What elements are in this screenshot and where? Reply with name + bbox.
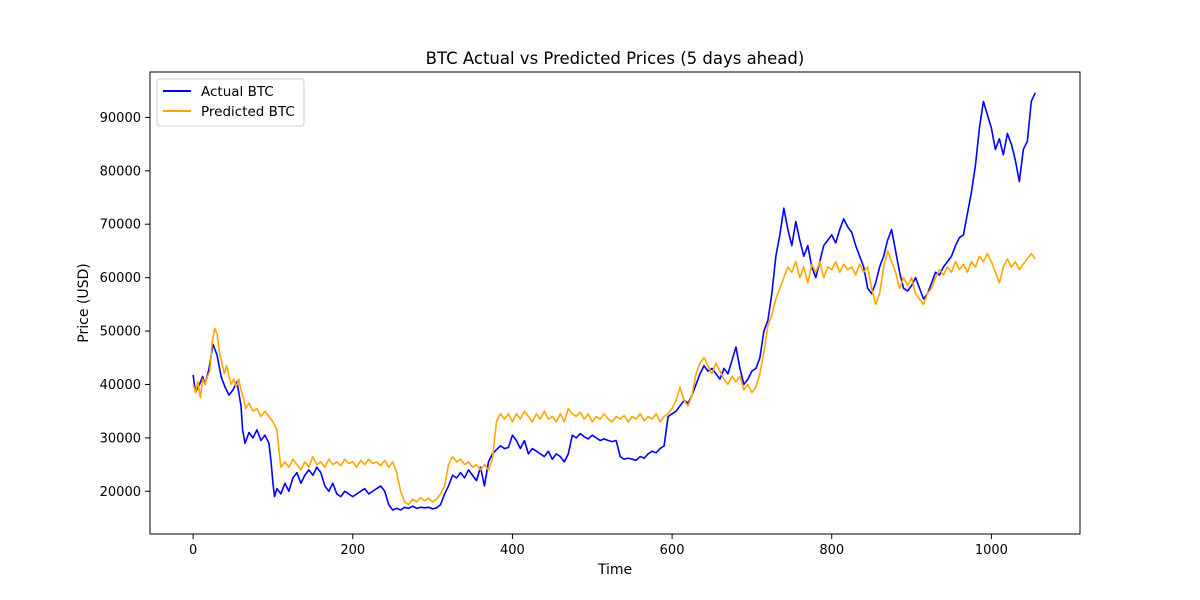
y-tick-label: 80000 (100, 164, 141, 179)
y-tick-label: 30000 (100, 431, 141, 446)
x-tick-label: 400 (500, 543, 525, 558)
series-line-actual (192, 92, 1037, 511)
legend: Actual BTC Predicted BTC (156, 78, 305, 127)
x-tick-label: 0 (189, 543, 197, 558)
x-tick-label: 600 (660, 543, 685, 558)
legend-box (156, 78, 305, 127)
chart-title: BTC Actual vs Predicted Prices (5 days a… (426, 49, 805, 68)
series-line-predicted (192, 250, 1036, 506)
y-tick-label: 50000 (100, 325, 141, 340)
x-axis: 0 200 400 600 800 1000 (189, 534, 1008, 558)
x-tick-label: 800 (819, 543, 844, 558)
x-axis-label: Time (597, 562, 632, 578)
y-tick-label: 40000 (100, 378, 141, 393)
y-axis-label: Price (USD) (76, 263, 92, 342)
plot-frame (149, 71, 1081, 535)
y-axis: 20000 30000 40000 50000 60000 70000 80000 90000 (100, 111, 150, 500)
y-tick-label: 20000 (100, 485, 141, 500)
legend-label-predicted: Predicted BTC (201, 104, 295, 120)
legend-label-actual: Actual BTC (201, 84, 274, 100)
x-tick-label: 1000 (975, 543, 1008, 558)
y-tick-label: 70000 (100, 218, 141, 233)
series-layer (192, 92, 1037, 511)
y-tick-label: 90000 (100, 111, 141, 126)
x-tick-label: 200 (340, 543, 365, 558)
y-tick-label: 60000 (100, 271, 141, 286)
